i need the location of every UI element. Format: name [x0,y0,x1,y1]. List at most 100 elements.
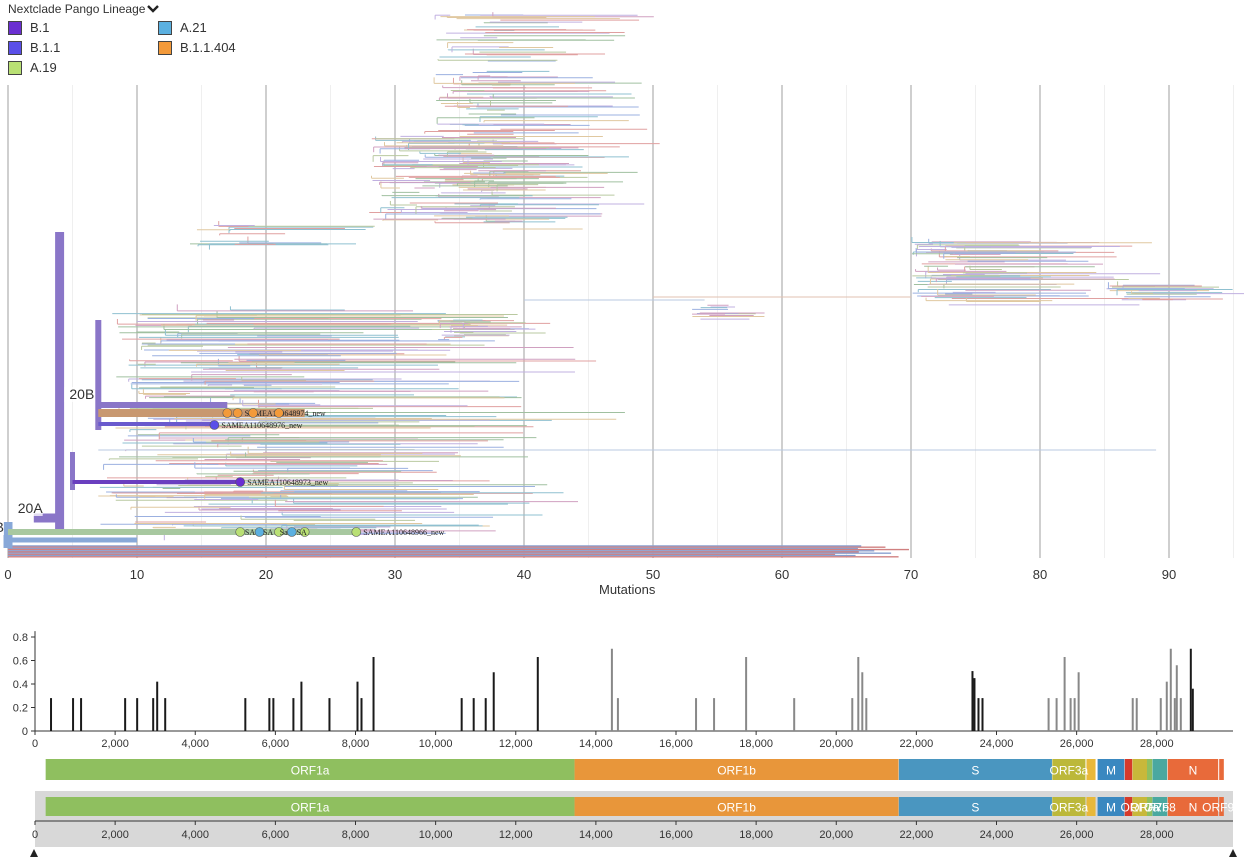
x-tick-label: 26,000 [1060,738,1094,750]
zoom-axis-band [35,821,1233,847]
zoom-x-tick-label: 4,000 [181,829,209,841]
gene-segment-orf7b[interactable] [1146,759,1153,780]
gene-segment-orf9b[interactable] [1219,759,1224,780]
zoom-x-tick-label: 22,000 [900,829,934,841]
tip-marker[interactable] [351,527,362,537]
swatch-icon [8,60,22,75]
tree-branch-cluster [433,12,660,230]
genome-map: ORF1a ORF1b S ORF3a M N ORF1a ORF1b S ORF3a M ORF7a… [30,759,1241,857]
tip-marker[interactable] [222,408,233,418]
x-tick-label: 24,000 [980,738,1014,750]
gene-segment-orf1b[interactable] [574,759,899,780]
swatch-icon [158,40,172,55]
zoom-x-tick-label: 6,000 [262,829,290,841]
zoom-x-tick-label: 20,000 [819,829,853,841]
tip-marker[interactable] [235,477,245,487]
swatch-icon [158,20,172,35]
x-tick-label: 90 [1162,567,1176,582]
diversity-panel: 0 0.2 0.4 0.6 0.8 0 2,000 4,000 6,000 8,000 10,000… [13,631,1233,750]
tip-label-fragment: SA [263,528,273,537]
legend-item-b1[interactable]: B.1 [8,20,50,35]
tree-branch-cluster [369,131,560,221]
legend-item-a21[interactable]: A.21 [158,20,207,35]
gene-segment-orf9b[interactable] [1219,797,1224,816]
legend-item-b11[interactable]: B.1.1 [8,40,60,55]
tree-branch-cluster [437,319,546,341]
gene-label: M [1106,801,1116,815]
zoom-x-tick-label: 16,000 [659,829,693,841]
x-tick-label: 60 [775,567,789,582]
zoom-handle-left-icon[interactable] [30,849,38,857]
gene-segment-n[interactable] [1167,759,1219,780]
tip-marker[interactable] [254,527,265,537]
tip-marker[interactable] [274,527,284,537]
x-tick-label: 10,000 [419,738,453,750]
gene-segment-orf7a[interactable] [1132,797,1148,816]
gene-segment-orf1b[interactable] [574,797,899,816]
tree-branch-cluster [911,237,1161,306]
tip-marker[interactable] [274,408,284,418]
x-axis-label: Mutations [599,582,656,597]
x-tick-label: 16,000 [659,738,693,750]
x-tick-label: 0 [4,567,11,582]
tree-branch-cluster [692,304,765,320]
gene-segment-orf3a[interactable] [1052,759,1086,780]
legend: Nextclade Pango Lineage B.1 A.21 B.1.1 B… [8,2,268,80]
tip-marker[interactable] [232,408,243,418]
gene-segment-orf8[interactable] [1152,797,1168,816]
x-tick-label: 14,000 [579,738,613,750]
tip-marker[interactable] [235,527,245,537]
gene-segment-n[interactable] [1167,797,1219,816]
tip-marker[interactable] [286,527,297,537]
x-tick-label: 28,000 [1140,738,1174,750]
legend-label: B.1.1 [30,40,61,55]
gene-segment-m[interactable] [1097,797,1125,816]
legend-item-b11404[interactable]: B.1.1.404 [158,40,236,55]
tip-label-fragment: SA [245,528,255,537]
gene-segment-orf7a[interactable] [1132,759,1148,780]
gene-segment-orf6[interactable] [1124,759,1133,780]
zoom-handle-right-icon[interactable] [1229,849,1237,857]
gene-label: N [1189,801,1198,815]
zoom-x-tick-label: 24,000 [980,829,1014,841]
y-tick-label: 0.2 [13,703,28,715]
tip-label-fragment: SA [297,528,307,537]
gene-segment-e[interactable] [1086,797,1096,816]
tip-marker[interactable] [209,420,220,430]
tip-label: SAMEA110648973_new [247,478,328,487]
clade-label: 20B [69,386,94,402]
gene-segment-s[interactable] [898,797,1052,816]
gene-segment-e[interactable] [1086,759,1096,780]
gene-segment-orf1a[interactable] [45,797,575,816]
zoom-x-tick-label: 28,000 [1140,829,1174,841]
clade-label-bg [64,387,95,402]
gene-segment-orf7b[interactable] [1146,797,1153,816]
x-tick-label: 10 [130,567,144,582]
clade-label-bg [12,501,43,516]
tip-marker[interactable] [299,527,310,537]
gene-segment-orf1a[interactable] [45,759,575,780]
gene-segment-s[interactable] [898,759,1052,780]
swatch-icon [8,40,22,55]
legend-item-a19[interactable]: A.19 [8,60,57,75]
gene-label: N [1189,764,1198,778]
swatch-icon [8,20,22,35]
gene-segment-m[interactable] [1097,759,1125,780]
gene-label: ORF3a [1050,801,1089,815]
gene-label: S [971,801,979,815]
tip-marker[interactable] [248,408,258,418]
legend-toggle[interactable]: Nextclade Pango Lineage [8,2,268,16]
zoom-x-tick-label: 14,000 [579,829,613,841]
gene-segment-orf8[interactable] [1152,759,1168,780]
x-tick-label: 0 [32,738,38,750]
gene-label: ORF9b [1202,801,1241,815]
gene-label: ORF1b [717,801,756,815]
legend-label: A.19 [30,60,57,75]
legend-label: A.21 [180,20,207,35]
x-tick-label: 12,000 [499,738,533,750]
legend-title: Nextclade Pango Lineage [8,2,146,16]
gene-segment-orf6[interactable] [1124,797,1133,816]
tip-label: SAMEA110648974_new [245,409,326,418]
gene-segment-orf3a[interactable] [1052,797,1086,816]
